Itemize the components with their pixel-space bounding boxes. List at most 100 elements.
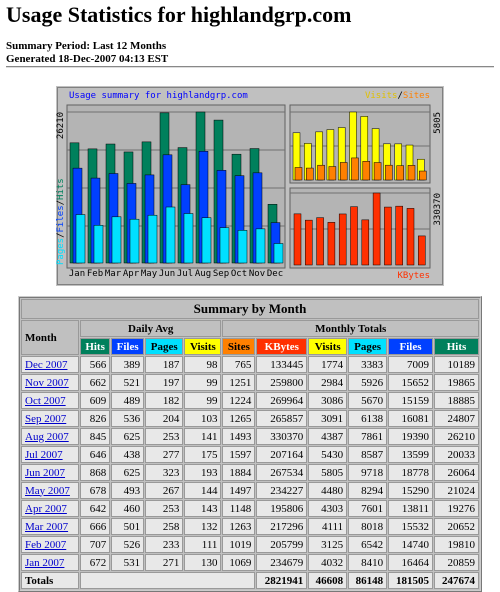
- value-cell: 566: [80, 356, 111, 373]
- value-cell: 531: [111, 554, 145, 571]
- value-cell: 460: [111, 500, 145, 517]
- bar-sites: [294, 167, 303, 181]
- left-legend: Pages/Files/Hits: [56, 178, 66, 265]
- month-label: Jul: [177, 269, 193, 279]
- value-cell: 4303: [308, 500, 348, 517]
- table-title: Summary by Month: [21, 299, 479, 319]
- value-cell: 277: [145, 446, 184, 463]
- value-cell: 625: [111, 464, 145, 481]
- value-cell: 16081: [388, 410, 433, 427]
- value-cell: 1019: [222, 536, 256, 553]
- month-link[interactable]: Aug 2007: [25, 430, 69, 443]
- value-cell: 489: [111, 392, 145, 409]
- max-visits: 5805: [433, 112, 443, 134]
- value-cell: 175: [184, 446, 222, 463]
- bar-sites: [339, 162, 348, 181]
- value-cell: 133445: [256, 356, 308, 373]
- bar-pages: [237, 230, 248, 264]
- month-label: Sep: [213, 269, 229, 279]
- month-row: Dec 2007 566 389 187 98 765 133445 1774 3383 7009…: [21, 356, 479, 373]
- value-cell: 14740: [388, 536, 433, 553]
- value-cell: 707: [80, 536, 111, 553]
- value-cell: 826: [80, 410, 111, 427]
- value-cell: 258: [145, 518, 184, 535]
- month-cell: Jul 2007: [21, 446, 79, 463]
- month-link[interactable]: Jun 2007: [25, 466, 66, 479]
- value-cell: 15532: [388, 518, 433, 535]
- bar-kbytes: [350, 206, 358, 266]
- value-cell: 193: [184, 464, 222, 481]
- month-link[interactable]: Apr 2007: [25, 502, 67, 515]
- month-link[interactable]: Feb 2007: [25, 538, 67, 551]
- month-row: May 2007 678 493 267 144 1497 234227 4480 8294 15…: [21, 482, 479, 499]
- month-label: Oct: [231, 269, 247, 279]
- month-label: Aug: [195, 269, 211, 279]
- bar-kbytes: [406, 208, 415, 266]
- month-label: Mar: [105, 269, 122, 279]
- month-cell: Nov 2007: [21, 374, 79, 391]
- bar-sites: [362, 161, 371, 181]
- value-cell: 265857: [256, 410, 308, 427]
- top-legend: Visits/Sites: [365, 91, 430, 101]
- month-link[interactable]: Nov 2007: [25, 376, 69, 389]
- value-cell: 234679: [256, 554, 308, 571]
- bar-kbytes: [418, 235, 426, 266]
- value-cell: 9718: [348, 464, 388, 481]
- month-cell: Apr 2007: [21, 500, 79, 517]
- bar-pages: [75, 214, 86, 264]
- value-cell: 7009: [388, 356, 433, 373]
- month-link[interactable]: Oct 2007: [25, 394, 66, 407]
- value-cell: 195806: [256, 500, 308, 517]
- bar-pages: [165, 206, 176, 264]
- month-link[interactable]: Mar 2007: [25, 520, 69, 533]
- bar-pages: [255, 228, 266, 264]
- bar-kbytes: [395, 205, 403, 266]
- value-cell: 7861: [348, 428, 388, 445]
- month-row: Jan 2007 672 531 271 130 1069 234679 4032 8410 16…: [21, 554, 479, 571]
- value-cell: 19276: [434, 500, 479, 517]
- column-header: KBytes: [256, 338, 308, 355]
- month-link[interactable]: Dec 2007: [25, 358, 68, 371]
- month-link[interactable]: Sep 2007: [25, 412, 67, 425]
- month-cell: Dec 2007: [21, 356, 79, 373]
- column-header: Hits: [434, 338, 479, 355]
- value-cell: 19390: [388, 428, 433, 445]
- bar-pages: [219, 227, 230, 264]
- bar-kbytes: [338, 213, 347, 266]
- month-link[interactable]: Jan 2007: [25, 556, 65, 569]
- month-link[interactable]: Jul 2007: [25, 448, 63, 461]
- month-link[interactable]: May 2007: [25, 484, 70, 497]
- month-label: May: [141, 269, 158, 279]
- group-row: Month Daily Avg Monthly Totals: [21, 320, 479, 355]
- legend-separator: /: [397, 91, 402, 101]
- bar-kbytes: [361, 219, 370, 266]
- value-cell: 20652: [434, 518, 479, 535]
- value-cell: 204: [145, 410, 184, 427]
- legend-separator: /: [56, 232, 66, 237]
- month-row: Feb 2007 707 526 233 111 1019 205799 3125 6542 14…: [21, 536, 479, 553]
- value-cell: 13599: [388, 446, 433, 463]
- value-cell: 646: [80, 446, 111, 463]
- value-cell: 642: [80, 500, 111, 517]
- value-cell: 143: [184, 500, 222, 517]
- value-cell: 233: [145, 536, 184, 553]
- value-cell: 269964: [256, 392, 308, 409]
- value-cell: 111: [184, 536, 222, 553]
- value-cell: 845: [80, 428, 111, 445]
- month-label: Jan: [69, 269, 85, 279]
- value-cell: 1224: [222, 392, 256, 409]
- column-header: Hits: [80, 338, 111, 355]
- value-cell: 98: [184, 356, 222, 373]
- value-cell: 4480: [308, 482, 348, 499]
- month-cell: Feb 2007: [21, 536, 79, 553]
- value-cell: 3383: [348, 356, 388, 373]
- value-cell: 10189: [434, 356, 479, 373]
- value-cell: 5670: [348, 392, 388, 409]
- month-label: Apr: [123, 269, 140, 279]
- value-cell: 625: [111, 428, 145, 445]
- month-cell: Oct 2007: [21, 392, 79, 409]
- value-cell: 5926: [348, 374, 388, 391]
- month-cell: Jan 2007: [21, 554, 79, 571]
- value-cell: 21024: [434, 482, 479, 499]
- value-cell: 493: [111, 482, 145, 499]
